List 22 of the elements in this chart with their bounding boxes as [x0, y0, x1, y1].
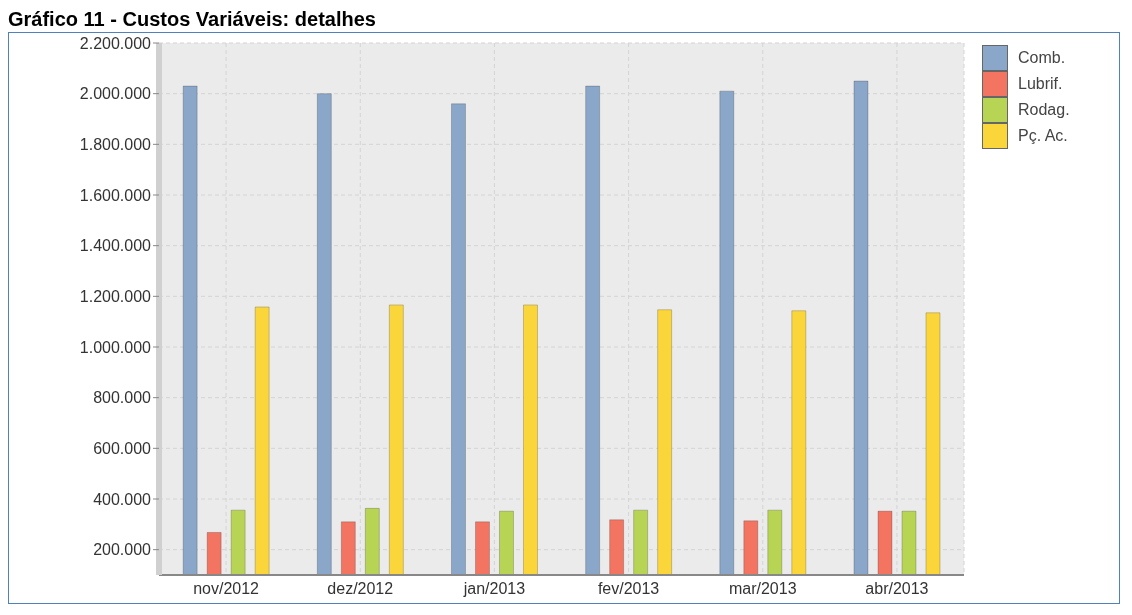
x-tick-label: mar/2013: [728, 580, 797, 598]
y-tick-label: 1.600.000: [79, 186, 152, 204]
y-tick-label: 2.200.000: [79, 34, 152, 52]
y-tick-label: 1.400.000: [79, 237, 152, 255]
y-tick-label: 1.000.000: [79, 338, 152, 356]
legend-label: Pç. Ac.: [1018, 127, 1068, 145]
x-tick-label: nov/2012: [193, 580, 260, 598]
x-tick-label: jan/2013: [462, 580, 526, 598]
y-tick-label: 2.000.000: [79, 85, 152, 103]
x-tick-label: dez/2012: [327, 580, 394, 598]
y-tick-label: 400.000: [93, 490, 152, 508]
legend-label: Rodag.: [1018, 101, 1070, 119]
y-tick-label: 800.000: [93, 389, 152, 407]
y-tick-label: 200.000: [93, 541, 152, 559]
legend-label: Comb.: [1018, 49, 1066, 67]
y-tick-label: 1.200.000: [79, 288, 152, 306]
y-tick-label: 600.000: [93, 440, 152, 458]
x-tick-label: abr/2013: [865, 580, 929, 598]
legend-label: Lubrif.: [1018, 75, 1063, 93]
chart-title: Gráfico 11 - Custos Variáveis: detalhes: [8, 8, 377, 32]
y-tick-label: 1.800.000: [79, 136, 152, 154]
x-tick-label: fev/2013: [597, 580, 660, 598]
